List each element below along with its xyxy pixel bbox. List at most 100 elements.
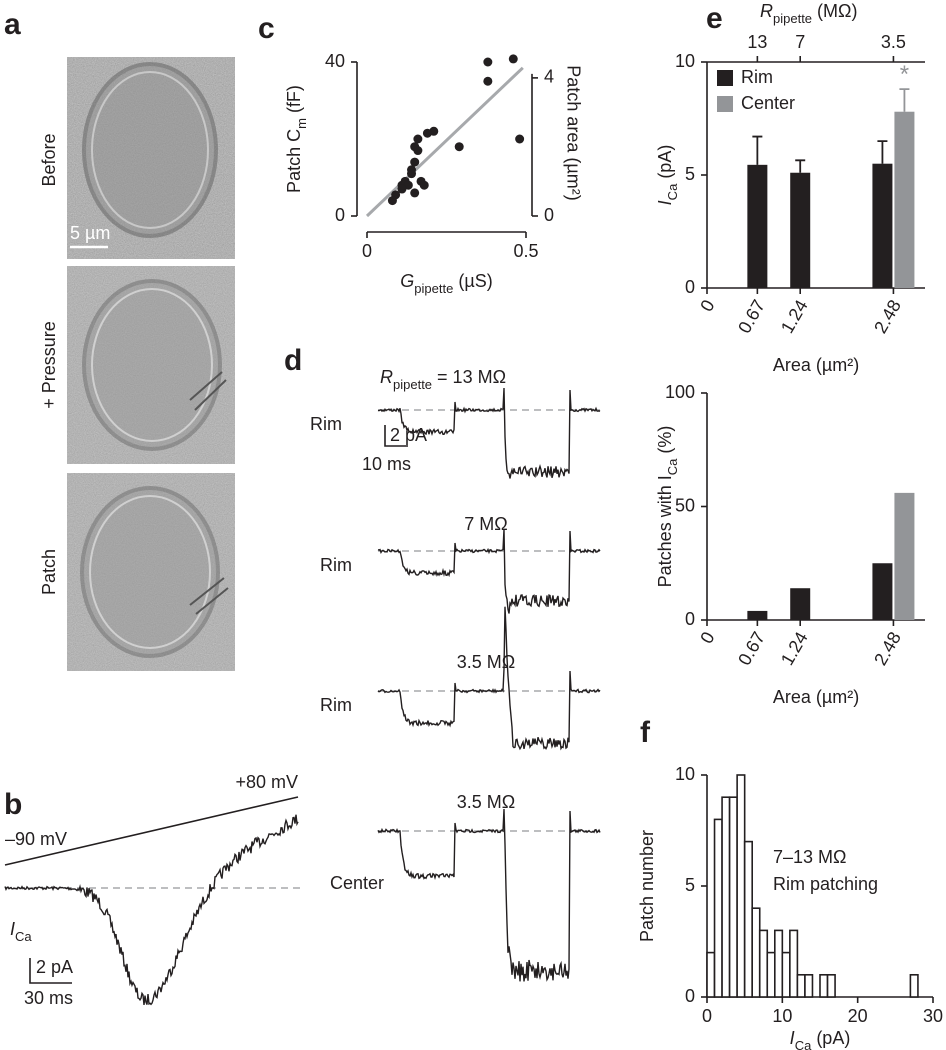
point — [413, 146, 423, 156]
scale-bar-label: 5 µm — [70, 223, 110, 243]
x-axis-label-part: (pA) — [811, 1028, 850, 1048]
panel-label: b — [4, 788, 22, 821]
x-axis-label-part: Ca — [795, 1038, 812, 1050]
panel-label: e — [706, 2, 723, 35]
trace-label: ICa — [10, 919, 32, 944]
sweep-resistance: 3.5 MΩ — [457, 652, 515, 672]
y2-tick-label: 0 — [544, 205, 554, 225]
current-trace — [377, 808, 601, 982]
y-tick-label: 10 — [675, 51, 695, 71]
bar — [743, 840, 754, 998]
panel-label: f — [640, 716, 651, 749]
y-axis-label: Patch Cm (fF) — [284, 85, 309, 193]
voltage-ramp — [4, 796, 299, 866]
bar — [728, 796, 738, 998]
sweep-label: Rim — [310, 414, 342, 434]
x-tick-label: 30 — [923, 1006, 943, 1026]
current-trace — [377, 606, 601, 751]
y-axis-label-part: Ca — [665, 458, 680, 475]
x-axis-label-part: G — [400, 271, 414, 291]
x-tick-label: 2.48 — [870, 296, 905, 336]
scale-bar — [384, 425, 408, 447]
x-axis-label-part: (µS) — [453, 271, 492, 291]
x-axis-label: Gpipette (µS) — [400, 271, 492, 296]
point — [508, 54, 518, 64]
x-tick-label: 0.67 — [734, 628, 769, 668]
y-tick-label: 0 — [335, 205, 345, 225]
x2-axis-label-part: R — [760, 1, 773, 21]
trace-label-part: Ca — [15, 929, 32, 944]
trace-label-part: I — [10, 919, 15, 939]
sweep-label: Rim — [320, 695, 352, 715]
micrograph — [67, 57, 235, 259]
y-axis-label-part: (fF) — [284, 85, 304, 118]
x-tick-label: 0 — [696, 296, 718, 315]
x2-axis-label-part: (MΩ) — [812, 1, 857, 21]
bar — [747, 164, 768, 288]
annotation: Rim patching — [773, 874, 878, 894]
legend-label: Rim — [741, 67, 773, 87]
bar — [826, 973, 836, 998]
sweep-resistance: 7 MΩ — [464, 514, 507, 534]
image-label: Before — [39, 133, 59, 186]
point — [419, 180, 429, 190]
x-tick-label: 2.48 — [870, 628, 905, 668]
x2-axis-label-part: pipette — [773, 11, 812, 26]
x-tick-label: 10 — [772, 1006, 792, 1026]
bar — [721, 796, 731, 998]
point — [387, 196, 397, 206]
y-axis-label-part: (%) — [655, 426, 675, 459]
x2-tick-label: 3.5 — [881, 32, 906, 52]
y-tick-label: 0 — [685, 609, 695, 629]
bar — [872, 163, 893, 288]
x-axis-label: Area (µm²) — [773, 687, 859, 707]
y-tick-label: 0 — [685, 986, 695, 1006]
scale-bar-label: 10 ms — [362, 454, 411, 474]
error-bar — [795, 159, 806, 173]
y-axis-label-part: Ca — [665, 183, 680, 200]
y-tick-label: 50 — [675, 495, 695, 515]
micrograph — [67, 473, 235, 671]
bar — [713, 818, 723, 998]
bar — [751, 907, 761, 998]
image-label: + Pressure — [39, 321, 59, 409]
voltage-label: +80 mV — [235, 772, 298, 792]
sweep-title-part: pipette — [393, 377, 432, 392]
bar — [804, 973, 814, 998]
point — [410, 188, 420, 198]
x-axis-label-part: I — [790, 1028, 795, 1048]
legend-swatch — [717, 70, 733, 86]
bar — [781, 951, 791, 998]
y-axis-label-part: Patches with I — [655, 475, 675, 587]
point — [410, 157, 420, 167]
bar — [790, 588, 811, 620]
sweep-title-part: = 13 MΩ — [432, 367, 506, 387]
y-tick-label: 10 — [675, 764, 695, 784]
y-tick-label: 100 — [665, 382, 695, 402]
point — [515, 134, 525, 144]
scale-bar-label: 2 pA — [36, 957, 73, 977]
legend-swatch — [717, 96, 733, 112]
y-tick-label: 5 — [685, 875, 695, 895]
image-label: Patch — [39, 549, 59, 595]
current-trace — [4, 814, 299, 1006]
significance: * — [900, 61, 909, 88]
y-axis-label: ICa (pA) — [655, 145, 680, 206]
error-bar — [752, 135, 763, 165]
scale-bar — [29, 958, 72, 984]
x-tick-label: 0.5 — [513, 241, 538, 261]
current-trace — [377, 387, 601, 479]
y-axis-label: Patch number — [637, 830, 657, 942]
point — [413, 134, 423, 144]
fit-line — [365, 66, 524, 218]
annotation: 7–13 MΩ — [773, 847, 847, 867]
point — [422, 128, 432, 138]
x2-axis-label: Rpipette (MΩ) — [760, 1, 858, 26]
x-tick-label: 0 — [362, 241, 372, 261]
bar — [747, 610, 768, 620]
bar — [872, 563, 893, 620]
point — [454, 142, 464, 152]
current-trace — [377, 528, 601, 614]
